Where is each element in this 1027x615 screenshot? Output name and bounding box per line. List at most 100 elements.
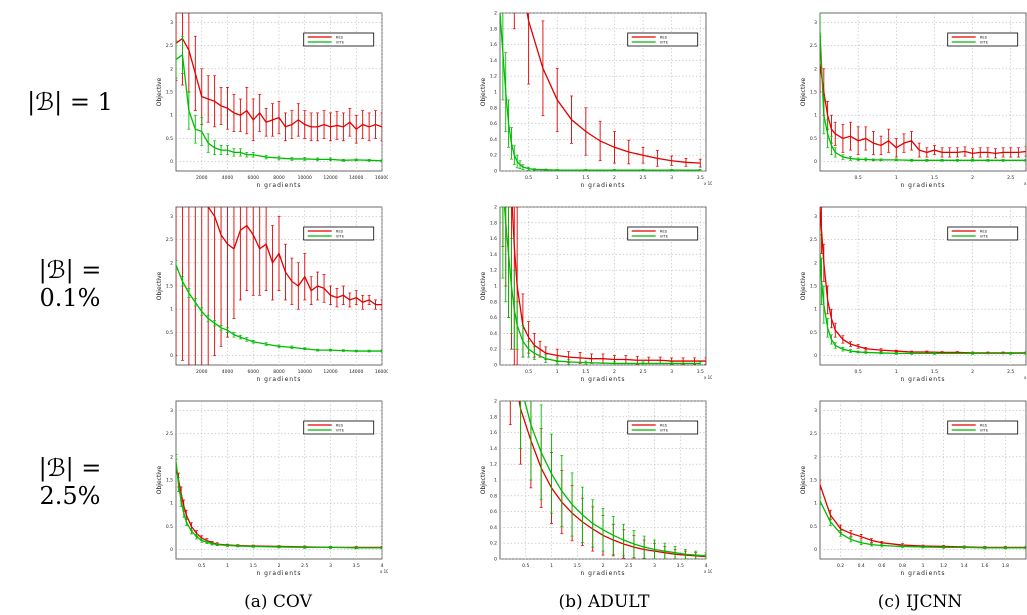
x-tick-label: 1.5 bbox=[250, 563, 257, 569]
y-tick-label: 2 bbox=[814, 66, 817, 72]
y-tick-label: 3 bbox=[814, 20, 817, 26]
legend-box bbox=[627, 226, 699, 241]
series-group bbox=[820, 13, 1026, 162]
x-tick-label: 1.5 bbox=[931, 369, 938, 375]
x-scale-label: x 10⁴ bbox=[1024, 375, 1027, 380]
x-tick-label: 2 bbox=[613, 369, 616, 375]
y-tick-label: 1 bbox=[170, 307, 173, 313]
y-tick-label: 0 bbox=[814, 353, 817, 359]
x-tick-label: 4000 bbox=[222, 175, 234, 181]
y-tick-label: 0.5 bbox=[166, 330, 173, 336]
x-scale-label: x 10⁶ bbox=[704, 569, 712, 574]
row-label-3: |ℬ| = 2.5% bbox=[0, 454, 140, 510]
x-tick-label: 10000 bbox=[298, 175, 312, 181]
y-tick-label: 0.4 bbox=[490, 331, 497, 337]
y-tick-label: 0 bbox=[814, 159, 817, 165]
y-tick-label: 1.8 bbox=[490, 414, 497, 420]
y-tick-label: 2.5 bbox=[810, 43, 817, 49]
y-tick-label: 2 bbox=[170, 260, 173, 266]
y-tick-label: 0.5 bbox=[810, 524, 817, 530]
x-tick-label: 2 bbox=[971, 175, 974, 181]
x-tick-label: 2.5 bbox=[1007, 369, 1014, 375]
x-tick-label: 16000 bbox=[375, 175, 388, 181]
y-tick-label: 1.6 bbox=[490, 42, 497, 48]
x-tick-label: 6000 bbox=[248, 369, 260, 375]
legend-label: VITE bbox=[660, 428, 669, 433]
x-tick-label: 2000 bbox=[196, 369, 208, 375]
legend-label: VITE bbox=[660, 40, 669, 45]
x-tick-label: 2.5 bbox=[639, 369, 646, 375]
series-line-res bbox=[207, 207, 382, 306]
y-tick-label: 1 bbox=[494, 478, 497, 484]
x-tick-label: 0.5 bbox=[855, 369, 862, 375]
x-axis-label: n gradients bbox=[580, 182, 625, 189]
column-label-adult: (b) ADULT bbox=[558, 592, 650, 612]
series-line-vite bbox=[500, 13, 701, 171]
y-tick-label: 1.6 bbox=[490, 236, 497, 242]
series-group bbox=[820, 207, 1026, 355]
y-tick-label: 0.2 bbox=[490, 153, 497, 159]
y-tick-label: 1 bbox=[494, 90, 497, 96]
y-axis-label: Objective bbox=[156, 465, 163, 494]
y-tick-label: 0.6 bbox=[490, 509, 497, 515]
y-tick-label: 1.5 bbox=[166, 284, 173, 290]
legend-label: RES bbox=[660, 423, 668, 428]
y-tick-label: 0 bbox=[170, 547, 173, 553]
legend-box bbox=[303, 32, 375, 47]
y-tick-label: 0.8 bbox=[490, 493, 497, 499]
chart-panel-5: 0.5 1 1.5 2 2.5 3 3.5 0 0.2 0.4 0.6 0.8 1 1.2 1.4 1.6 1.… bbox=[472, 199, 715, 387]
legend-label: RES bbox=[336, 423, 344, 428]
x-tick-label: 3 bbox=[670, 369, 673, 375]
chart-svg: 0.2 0.4 0.6 0.8 1 1.2 1.4 1.6 1.8 0 0.5 1 1.5 2 2.5 3 n … bbox=[800, 400, 1027, 577]
x-axis-label: n gradients bbox=[256, 182, 301, 189]
y-tick-label: 1.5 bbox=[166, 478, 173, 484]
y-tick-label: 1.2 bbox=[490, 74, 497, 80]
y-tick-label: 2 bbox=[494, 399, 497, 405]
x-tick-label: 1.5 bbox=[574, 563, 581, 569]
y-tick-label: 0.5 bbox=[810, 136, 817, 142]
x-tick-label: 3.5 bbox=[697, 175, 704, 181]
x-tick-label: 6000 bbox=[248, 175, 260, 181]
chart-panel-4: 2000 4000 6000 8000 10000 12000 14000 16000 0 0.5… bbox=[148, 199, 389, 387]
x-tick-label: 1 bbox=[556, 175, 559, 181]
legend-box bbox=[627, 32, 699, 47]
y-axis-label: Objective bbox=[800, 465, 807, 494]
y-tick-label: 3 bbox=[814, 408, 817, 414]
chart-svg: 2000 4000 6000 8000 10000 12000 14000 16000 0 0.5… bbox=[156, 12, 389, 189]
series-line-res bbox=[176, 37, 382, 131]
y-tick-label: 0.4 bbox=[490, 525, 497, 531]
series-line-vite bbox=[820, 500, 1026, 549]
series-group bbox=[176, 207, 382, 365]
y-tick-label: 3 bbox=[170, 408, 173, 414]
x-tick-label: 1.6 bbox=[981, 563, 988, 569]
y-tick-label: 0.8 bbox=[490, 105, 497, 111]
x-tick-label: 1 bbox=[895, 369, 898, 375]
x-tick-label: 14000 bbox=[349, 369, 363, 375]
x-tick-label: 10000 bbox=[298, 369, 312, 375]
series-line-vite bbox=[176, 461, 382, 549]
y-tick-label: 1.5 bbox=[166, 90, 173, 96]
y-tick-label: 1 bbox=[494, 284, 497, 290]
x-tick-label: 1 bbox=[922, 563, 925, 569]
x-axis-label: n gradients bbox=[256, 376, 301, 383]
y-tick-label: 1 bbox=[170, 113, 173, 119]
legend-label: VITE bbox=[980, 428, 989, 433]
legend-label: RES bbox=[660, 229, 668, 234]
x-tick-label: 1 bbox=[550, 563, 553, 569]
x-tick-label: 3 bbox=[653, 563, 656, 569]
x-scale-label: x 10⁵ bbox=[380, 569, 388, 574]
column-label-cov: (a) COV bbox=[244, 592, 312, 612]
chart-svg: 0.5 1 1.5 2 2.5 0 0.5 1 1.5 2 2.5 3 n gradients Objec… bbox=[800, 12, 1027, 189]
y-tick-label: 1.4 bbox=[490, 446, 497, 452]
x-tick-label: 1 bbox=[556, 369, 559, 375]
y-tick-label: 2.5 bbox=[166, 43, 173, 49]
x-axis-label: n gradients bbox=[580, 570, 625, 577]
chart-panel-7: 0.5 1 1.5 2 2.5 3 3.5 4 0 0.5 1 1.5 2 2.5 3 n gradients… bbox=[148, 393, 391, 581]
x-tick-label: 14000 bbox=[349, 175, 363, 181]
legend-box bbox=[947, 32, 1019, 47]
series-line-vite bbox=[820, 253, 1026, 355]
chart-panel-3: 0.5 1 1.5 2 2.5 0 0.5 1 1.5 2 2.5 3 n gradients Objec… bbox=[792, 5, 1027, 193]
legend-label: RES bbox=[980, 423, 988, 428]
legend-label: VITE bbox=[336, 40, 345, 45]
y-tick-label: 0.2 bbox=[490, 347, 497, 353]
